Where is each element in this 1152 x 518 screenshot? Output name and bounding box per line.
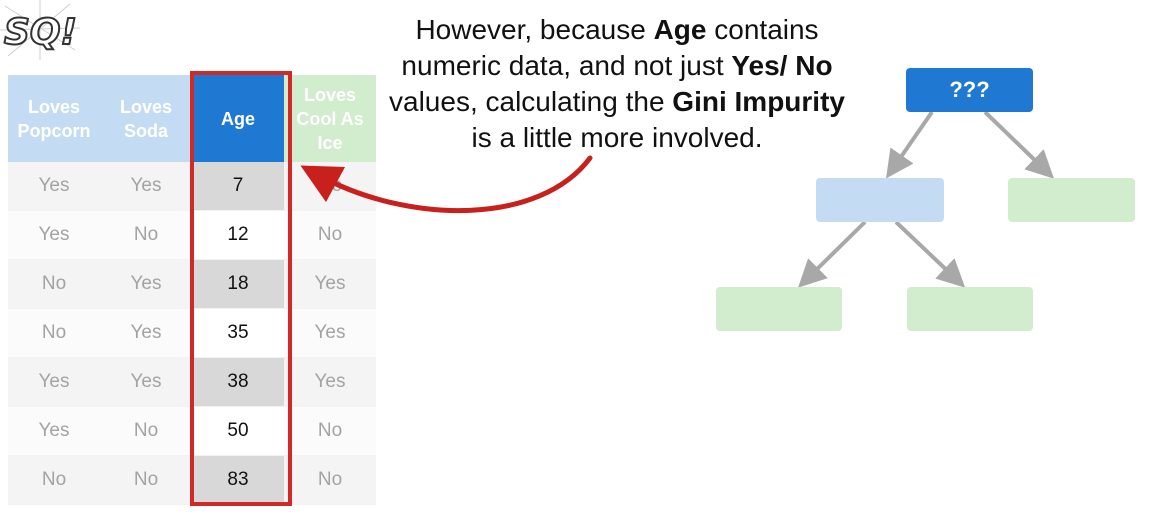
cell-loves-soda: No bbox=[100, 210, 192, 260]
cell-loves-cool-as-ice: No bbox=[284, 455, 376, 505]
cell-loves-popcorn: No bbox=[8, 308, 100, 358]
cell-loves-soda: Yes bbox=[100, 162, 192, 211]
table-row: Yes No 50 No bbox=[8, 406, 376, 456]
cell-age: 38 bbox=[192, 357, 284, 407]
data-table: Loves Popcorn Loves Soda Age Loves Cool As I… bbox=[8, 75, 376, 505]
cell-loves-soda: Yes bbox=[100, 308, 192, 358]
cell-age: 12 bbox=[192, 210, 284, 260]
caption: However, because Age contains numeric da… bbox=[389, 14, 845, 153]
cell-age: 50 bbox=[192, 406, 284, 456]
table-row: No Yes 18 Yes bbox=[8, 259, 376, 309]
table-row: Yes Yes 7 No bbox=[8, 162, 376, 211]
tree-edge bbox=[894, 220, 966, 288]
cell-loves-popcorn: Yes bbox=[8, 210, 100, 260]
table-row: No No 83 No bbox=[8, 455, 376, 505]
cell-loves-cool-as-ice: Yes bbox=[284, 308, 376, 358]
cell-loves-cool-as-ice: Yes bbox=[284, 357, 376, 407]
table-row: Yes Yes 38 Yes bbox=[8, 357, 376, 407]
cell-loves-soda: No bbox=[100, 455, 192, 505]
cell-loves-soda: Yes bbox=[100, 259, 192, 309]
tree-edge bbox=[983, 110, 1055, 179]
cell-loves-cool-as-ice: Yes bbox=[284, 259, 376, 309]
header-loves-soda: Loves Soda bbox=[100, 75, 192, 162]
cell-age: 7 bbox=[192, 162, 284, 211]
cell-age: 35 bbox=[192, 308, 284, 358]
cell-age: 83 bbox=[192, 455, 284, 505]
cell-loves-soda: No bbox=[100, 406, 192, 456]
cell-loves-popcorn: Yes bbox=[8, 162, 100, 211]
table-row: Yes No 12 No bbox=[8, 210, 376, 260]
cell-loves-soda: Yes bbox=[100, 357, 192, 407]
statquest-logo: SQ! bbox=[0, 0, 80, 62]
cell-loves-popcorn: Yes bbox=[8, 357, 100, 407]
tree-edge bbox=[886, 110, 934, 179]
header-age: Age bbox=[192, 75, 284, 162]
cell-loves-popcorn: No bbox=[8, 455, 100, 505]
tree-leaf-green bbox=[716, 287, 842, 331]
cell-loves-popcorn: Yes bbox=[8, 406, 100, 456]
cell-loves-popcorn: No bbox=[8, 259, 100, 309]
tree-leaf-green bbox=[907, 287, 1033, 331]
cell-loves-cool-as-ice: No bbox=[284, 210, 376, 260]
cell-loves-cool-as-ice: No bbox=[284, 406, 376, 456]
curved-arrow bbox=[300, 155, 593, 214]
tree-leaf-green bbox=[1008, 178, 1135, 222]
header-loves-popcorn: Loves Popcorn bbox=[8, 75, 100, 162]
header-loves-cool-as-ice: Loves Cool As Ice bbox=[284, 75, 376, 162]
svg-text:SQ!: SQ! bbox=[4, 12, 77, 53]
tree-edge bbox=[798, 220, 867, 288]
tree-node-blue bbox=[816, 178, 944, 222]
age-column-highlight bbox=[190, 71, 292, 506]
tree-root-node: ??? bbox=[906, 68, 1033, 112]
cell-age: 18 bbox=[192, 259, 284, 309]
table-row: No Yes 35 Yes bbox=[8, 308, 376, 358]
table-header-row: Loves Popcorn Loves Soda Age Loves Cool As I… bbox=[8, 75, 376, 162]
